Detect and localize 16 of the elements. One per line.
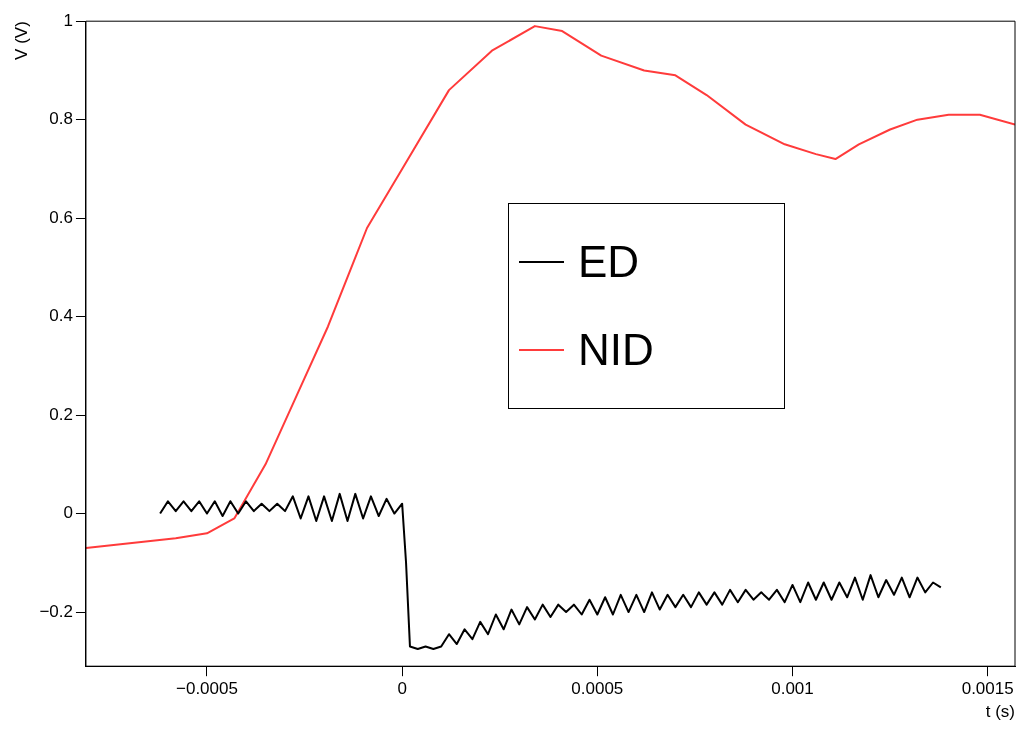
x-tick-label: 0.001 [771, 679, 814, 699]
x-tick-label: 0.0015 [961, 679, 1014, 699]
y-tick-label: 0.6 [49, 207, 73, 227]
y-tick-label: 0 [63, 503, 73, 523]
x-tick-label: 0 [397, 679, 407, 699]
y-tick-label: 1 [63, 10, 73, 30]
x-axis-title: t (s) [985, 702, 1015, 722]
legend-label: ED [578, 237, 640, 287]
y-tick-label: 0.8 [49, 109, 73, 129]
y-tick-label: −0.2 [39, 601, 73, 621]
x-tick-label: −0.0005 [176, 679, 238, 699]
legend-label: NID [578, 325, 654, 375]
x-tick-label: 0.0005 [571, 679, 624, 699]
y-tick-label: 0.4 [49, 306, 73, 326]
y-axis-title: V (V) [11, 21, 31, 60]
y-tick-label: 0.2 [49, 404, 73, 424]
